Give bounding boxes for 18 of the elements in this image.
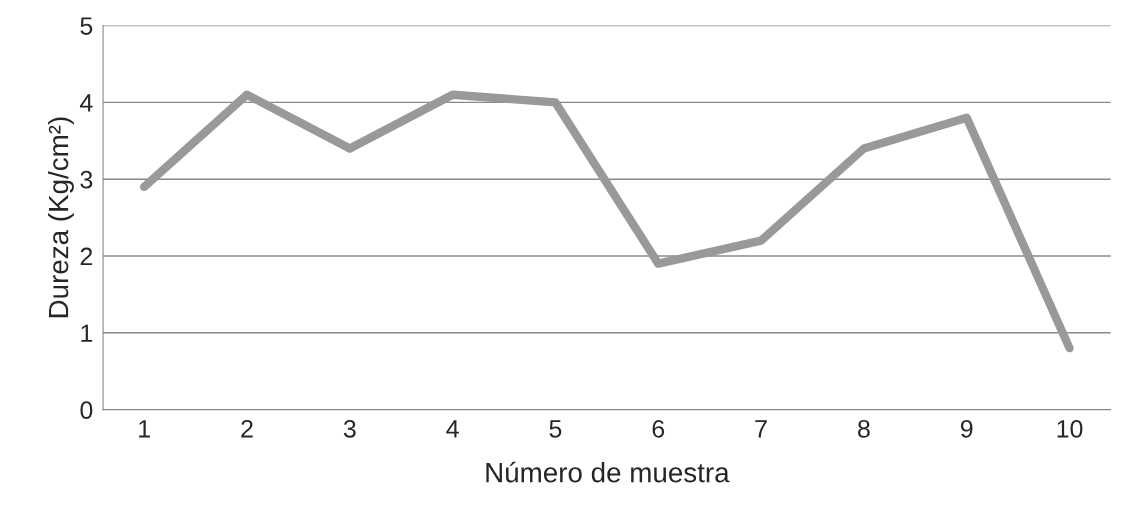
y-tick-label: 5 (80, 17, 93, 35)
y-tick-label: 0 (80, 401, 93, 419)
y-tick-label: 1 (81, 324, 93, 342)
x-tick-label: 6 (652, 419, 665, 438)
x-tick-label: 3 (343, 419, 356, 438)
x-axis-title: Número de muestra (486, 461, 730, 483)
y-tick-label: 4 (80, 94, 93, 112)
x-tick-label: 4 (446, 420, 459, 438)
x-tick-label: 10 (1057, 419, 1083, 438)
y-tick-label: 3 (80, 170, 93, 189)
x-tick-label: 8 (858, 419, 870, 438)
x-tick-label: 1 (139, 420, 150, 438)
x-tick-label: 7 (755, 420, 767, 438)
y-axis-title: Dureza (Kg/cm²) (47, 117, 74, 318)
x-tick-label: 9 (960, 419, 973, 438)
x-tick-label: 2 (241, 419, 253, 438)
x-tick-label: 5 (549, 420, 562, 438)
y-tick-label: 2 (80, 247, 93, 266)
